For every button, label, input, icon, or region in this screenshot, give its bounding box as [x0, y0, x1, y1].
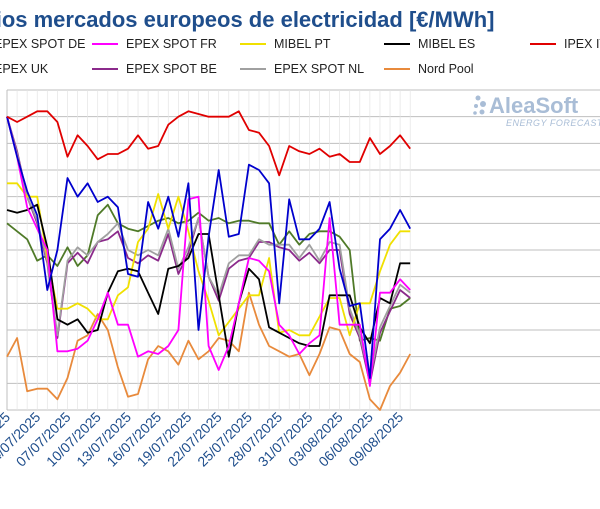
logo-subtext: ENERGY FORECASTING — [506, 118, 600, 128]
series-line-epex-spot-nl — [6, 116, 411, 379]
legend-label: MIBEL PT — [274, 37, 331, 51]
legend-label: EPEX SPOT BE — [126, 62, 217, 76]
legend-label: Nord Pool — [418, 62, 474, 76]
legend-item: EPEX SPOT NL — [240, 62, 364, 76]
legend-item: MIBEL PT — [240, 37, 331, 51]
series-line-mibel-pt — [7, 182, 411, 337]
legend-label: EPEX SPOT DE — [0, 37, 85, 51]
logo-text: AleaSoft — [489, 93, 579, 118]
legend-item: EPEX SPOT DE — [0, 37, 85, 51]
legend-label: MIBEL ES — [418, 37, 475, 51]
aleasoft-logo: AleaSoft ENERGY FORECASTING — [473, 93, 600, 128]
legend-label: EPEX SPOT FR — [126, 37, 217, 51]
x-tick-labels: 01/07/202504/07/202507/07/202510/07/2025… — [0, 409, 406, 470]
series-line-epex-uk — [6, 203, 411, 342]
logo-dots-icon — [473, 95, 486, 115]
series-line-epex-spot-de — [6, 116, 411, 379]
legend-label: EPEX UK — [0, 62, 49, 76]
legend-label: EPEX SPOT NL — [274, 62, 364, 76]
series-line-epex-spot-fr — [6, 116, 411, 387]
legend-item: Nord Pool — [384, 62, 474, 76]
chart-title: Precios mercados europeos de electricida… — [0, 7, 495, 32]
legend: EPEX SPOT DE EPEX SPOT FR MIBEL PT MIBEL ES… — [0, 37, 600, 76]
legend-item: MIBEL ES — [384, 37, 475, 51]
legend-item: EPEX SPOT BE — [92, 62, 217, 76]
legend-item: EPEX UK — [0, 62, 49, 76]
series-line-ipex-it — [6, 110, 411, 177]
legend-label: IPEX IT — [564, 37, 600, 51]
legend-item: IPEX IT — [530, 37, 600, 51]
series-lines — [6, 110, 411, 411]
legend-item: EPEX SPOT FR — [92, 37, 217, 51]
series-line-nord-pool — [6, 291, 411, 411]
